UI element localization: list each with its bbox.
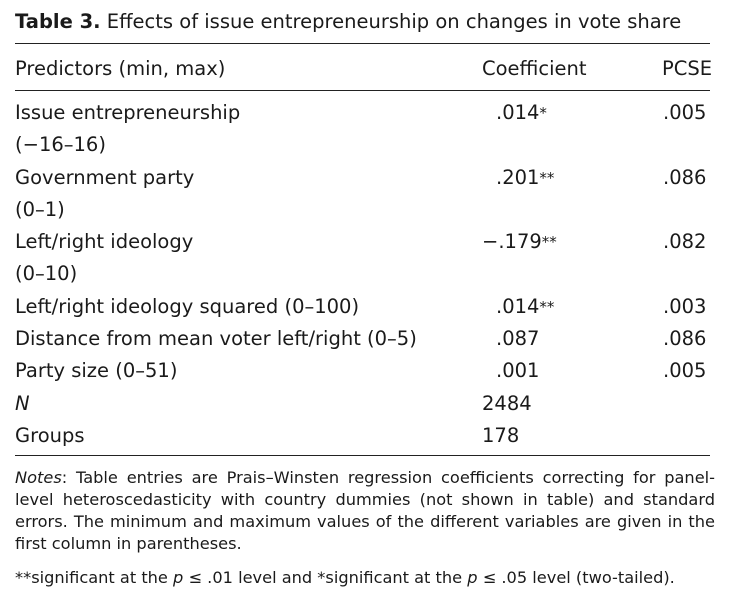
header-rule xyxy=(15,90,710,91)
significance-note: **significant at the p ≤ .01 level and *… xyxy=(15,567,675,589)
notes-lead: Notes xyxy=(15,468,62,487)
coef-value: .001 xyxy=(496,359,540,382)
summary-groups-label: Groups xyxy=(15,424,85,447)
sig-part3: ≤ .05 level (two-tailed). xyxy=(477,568,675,587)
row-pcse: .003 xyxy=(663,295,707,318)
row-pcse: .086 xyxy=(663,327,707,350)
summary-n-value: 2484 xyxy=(482,392,532,415)
coef-value: .014 xyxy=(496,101,540,124)
summary-groups-value: 178 xyxy=(482,424,520,447)
row-name: Issue entrepreneurship xyxy=(15,101,241,124)
row-range: (−16–16) xyxy=(15,133,106,156)
coef-value: .014 xyxy=(496,295,540,318)
row-coefficient: .014** xyxy=(496,295,554,319)
coef-value: −.179 xyxy=(482,230,542,253)
header-pcse: PCSE xyxy=(662,57,713,80)
row-name: Distance from mean voter left/right (0–5… xyxy=(15,327,417,350)
sig-p1: p xyxy=(173,568,184,587)
row-pcse: .005 xyxy=(663,101,707,124)
significance-stars: ** xyxy=(541,233,557,251)
row-coefficient: .014* xyxy=(496,101,547,125)
table-label: Table 3. xyxy=(15,10,101,33)
coef-value: .201 xyxy=(496,166,540,189)
row-range: (0–1) xyxy=(15,198,65,221)
row-name: Government party xyxy=(15,166,195,189)
table-caption: Table 3. Effects of issue entrepreneursh… xyxy=(15,10,681,33)
row-pcse: .005 xyxy=(663,359,707,382)
notes-text: : Table entries are Prais–Winsten regres… xyxy=(15,468,715,553)
significance-stars: * xyxy=(539,104,547,122)
table-title: Effects of issue entrepreneurship on cha… xyxy=(106,10,682,33)
significance-stars: ** xyxy=(539,169,555,187)
summary-n-label: N xyxy=(15,392,30,415)
row-name: Left/right ideology xyxy=(15,230,194,253)
header-predictors: Predictors (min, max) xyxy=(15,57,226,80)
sig-p2: p xyxy=(467,568,478,587)
sig-part2: ≤ .01 level and *significant at the xyxy=(183,568,468,587)
row-coefficient: .087 xyxy=(496,327,539,351)
row-range: (0–10) xyxy=(15,262,78,285)
row-name: Left/right ideology squared (0–100) xyxy=(15,295,360,318)
row-pcse: .082 xyxy=(663,230,707,253)
table-notes: Notes: Table entries are Prais–Winsten r… xyxy=(15,467,715,555)
row-coefficient: .201** xyxy=(496,166,554,190)
top-rule xyxy=(15,43,710,44)
header-coefficient: Coefficient xyxy=(482,57,587,80)
row-coefficient: −.179** xyxy=(482,230,557,254)
row-name: Party size (0–51) xyxy=(15,359,178,382)
bottom-rule xyxy=(15,455,710,456)
row-pcse: .086 xyxy=(663,166,707,189)
significance-stars: ** xyxy=(539,298,555,316)
row-coefficient: .001 xyxy=(496,359,539,383)
sig-part1: **significant at the xyxy=(15,568,174,587)
coef-value: .087 xyxy=(496,327,540,350)
